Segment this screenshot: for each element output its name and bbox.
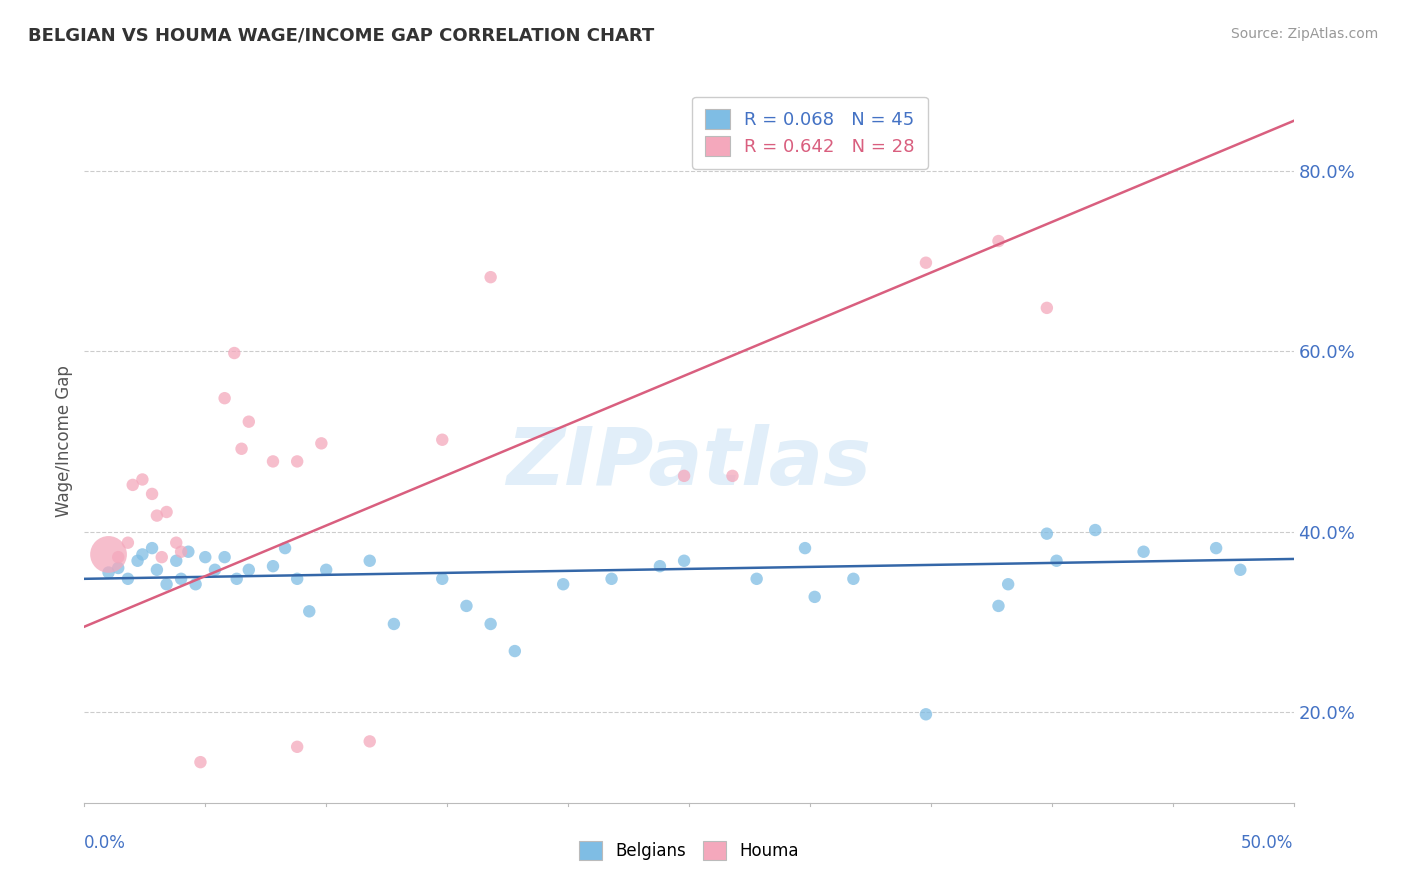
Point [225, 572, 247, 586]
Point [1229, 563, 1251, 577]
Point [214, 550, 236, 565]
Point [97, 548, 120, 562]
Point [987, 599, 1010, 613]
Text: 50.0%: 50.0% [1241, 834, 1294, 853]
Point [170, 572, 193, 586]
Point [842, 572, 865, 586]
Point [359, 734, 381, 748]
Point [382, 617, 405, 632]
Point [745, 572, 768, 586]
Point [190, 755, 212, 769]
Point [117, 572, 139, 586]
Point [648, 559, 671, 574]
Point [127, 554, 149, 568]
Y-axis label: Wage/Income Gap: Wage/Income Gap [55, 366, 73, 517]
Point [177, 545, 200, 559]
Point [121, 478, 143, 492]
Point [721, 468, 744, 483]
Point [987, 234, 1010, 248]
Point [1036, 301, 1059, 315]
Point [204, 563, 226, 577]
Text: 0.0%: 0.0% [84, 834, 127, 853]
Text: BELGIAN VS HOUMA WAGE/INCOME GAP CORRELATION CHART: BELGIAN VS HOUMA WAGE/INCOME GAP CORRELA… [28, 27, 654, 45]
Point [107, 561, 129, 575]
Point [1045, 554, 1067, 568]
Point [432, 433, 454, 447]
Point [311, 436, 333, 450]
Point [238, 415, 260, 429]
Point [997, 577, 1019, 591]
Point [673, 468, 696, 483]
Point [1084, 523, 1107, 537]
Point [231, 442, 253, 456]
Point [107, 550, 129, 565]
Point [224, 346, 246, 360]
Point [165, 535, 187, 549]
Text: ZIPatlas: ZIPatlas [506, 425, 872, 502]
Point [131, 473, 153, 487]
Point [146, 508, 169, 523]
Point [214, 391, 236, 405]
Point [673, 554, 696, 568]
Point [117, 535, 139, 549]
Point [184, 577, 207, 591]
Point [359, 554, 381, 568]
Point [553, 577, 575, 591]
Point [194, 550, 217, 565]
Point [155, 505, 177, 519]
Point [479, 617, 502, 632]
Point [298, 604, 321, 618]
Point [262, 559, 284, 574]
Point [1036, 526, 1059, 541]
Text: Source: ZipAtlas.com: Source: ZipAtlas.com [1230, 27, 1378, 41]
Point [170, 545, 193, 559]
Point [285, 454, 308, 468]
Point [274, 541, 297, 555]
Point [285, 572, 308, 586]
Point [600, 572, 623, 586]
Point [915, 707, 938, 722]
Point [97, 566, 120, 580]
Point [150, 550, 173, 565]
Point [155, 577, 177, 591]
Point [432, 572, 454, 586]
Point [131, 548, 153, 562]
Point [503, 644, 526, 658]
Point [1132, 545, 1154, 559]
Point [146, 563, 169, 577]
Point [238, 563, 260, 577]
Point [915, 256, 938, 270]
Point [315, 563, 337, 577]
Point [479, 270, 502, 285]
Point [285, 739, 308, 754]
Point [141, 487, 163, 501]
Point [141, 541, 163, 555]
Point [262, 454, 284, 468]
Point [794, 541, 817, 555]
Point [803, 590, 825, 604]
Legend: Belgians, Houma: Belgians, Houma [572, 835, 806, 867]
Point [165, 554, 187, 568]
Point [1205, 541, 1227, 555]
Point [456, 599, 478, 613]
